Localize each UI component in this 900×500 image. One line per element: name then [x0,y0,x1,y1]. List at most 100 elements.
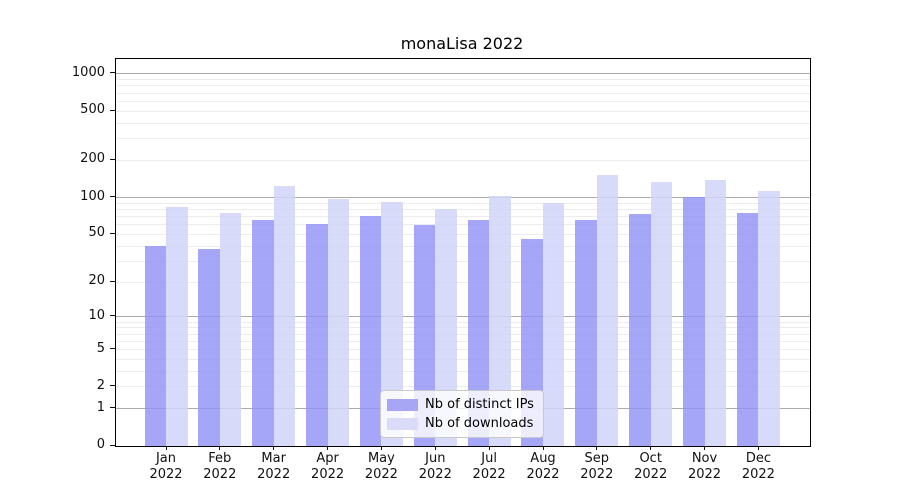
bar-downloads-dec [758,190,780,446]
legend-item-distinct-ips: Nb of distinct IPs [387,396,534,413]
x-tick [650,446,652,450]
bar-downloads-jul [489,195,511,446]
y-tick [110,407,115,409]
x-tick-year: 2022 [472,467,506,482]
bar-distinct-ips-may [359,215,382,446]
gridline-major [116,316,810,318]
bar-downloads-feb [219,212,242,446]
legend-swatch-downloads [387,417,418,430]
y-tick [110,196,115,197]
bar-downloads-jan [166,206,188,446]
x-tick [219,446,221,450]
y-tick [110,72,115,74]
gridline-minor [116,224,810,226]
x-tick [434,446,436,450]
gridline-minor [116,100,810,102]
y-tick-label: 100 [80,188,105,204]
bar-downloads-may [381,201,403,446]
y-tick-label: 20 [88,273,105,288]
x-tick-month: Feb [208,451,232,466]
x-tick-label: Apr 2022 [296,451,360,483]
y-tick-label: 0 [96,437,105,452]
gridline-minor [116,370,810,372]
bar-distinct-ips-mar [252,219,274,446]
gridline-minor [116,358,810,360]
x-tick-label: Mar 2022 [242,451,306,483]
bar-downloads-nov [704,179,726,446]
x-tick-year: 2022 [580,467,614,482]
gridline-minor [116,122,810,124]
gridline-minor [116,110,810,112]
x-tick-label: Aug 2022 [511,451,575,483]
x-tick-year: 2022 [257,467,291,482]
gridline-minor [116,349,810,350]
bar-downloads-sep [596,175,619,446]
bar-downloads-jun [435,209,457,446]
y-tick-label: 200 [80,151,105,167]
chart-title: monaLisa 2022 [400,34,524,53]
x-tick [757,446,759,450]
bar-distinct-ips-oct [629,213,651,446]
gridline-minor [116,245,810,247]
y-tick [110,315,115,317]
x-tick-year: 2022 [311,467,345,482]
x-tick [165,446,167,450]
x-tick-month: Mar [261,451,286,466]
x-tick [704,446,705,450]
gridline-minor [116,79,810,81]
x-tick-month: May [367,451,395,466]
plot-area: Nb of distinct IPs Nb of downloads [115,58,811,447]
x-tick-month: Dec [745,451,771,466]
x-tick-label: Jul 2022 [457,451,521,483]
y-tick-label: 10 [88,307,105,323]
x-tick-label: Nov 2022 [673,451,737,483]
gridline-minor [116,208,810,210]
x-tick-year: 2022 [203,467,237,482]
bar-downloads-apr [327,199,350,446]
x-tick-label: Sep 2022 [565,451,629,483]
gridline-minor [116,260,810,262]
gridline-minor [116,327,810,329]
y-tick [110,280,115,282]
x-tick-year: 2022 [687,467,722,482]
gridline-major [116,73,810,75]
legend-label-downloads: Nb of downloads [425,416,534,431]
x-tick [273,446,275,450]
y-tick-label: 1000 [71,64,105,80]
gridline-minor [116,215,810,217]
legend-item-downloads: Nb of downloads [387,415,534,432]
x-tick-month: Apr [316,451,339,466]
gridline-minor [116,85,810,87]
x-tick-label: Feb 2022 [188,451,252,483]
x-tick-label: Dec 2022 [726,451,790,483]
x-tick-label: Oct 2022 [619,451,683,483]
x-tick-month: Nov [691,451,718,466]
y-tick [110,444,115,446]
y-tick [110,232,115,234]
bar-distinct-ips-sep [575,219,597,446]
x-tick [596,446,598,450]
gridline-minor [116,281,810,283]
gridline-minor [116,333,810,335]
x-tick-month: Jun [425,451,446,466]
x-tick-month: Jul [481,451,497,466]
x-tick [488,446,490,450]
x-tick-month: Jan [155,451,177,466]
bar-distinct-ips-apr [306,223,328,446]
x-tick-label: Jun 2022 [403,451,467,483]
y-tick-label: 1 [96,399,105,415]
x-tick-label: May 2022 [349,451,413,483]
y-tick-label: 50 [88,225,105,241]
bar-distinct-ips-nov [683,196,705,446]
x-tick-year: 2022 [634,467,668,482]
x-tick [327,446,329,450]
x-tick-month: Oct [639,451,662,466]
x-tick-year: 2022 [418,467,452,482]
legend: Nb of distinct IPs Nb of downloads [380,390,544,438]
x-tick-year: 2022 [364,467,398,482]
x-tick-month: Aug [530,451,556,466]
x-tick [542,446,544,450]
y-tick-label: 5 [96,340,105,356]
x-tick [380,446,382,450]
y-tick [110,348,115,349]
